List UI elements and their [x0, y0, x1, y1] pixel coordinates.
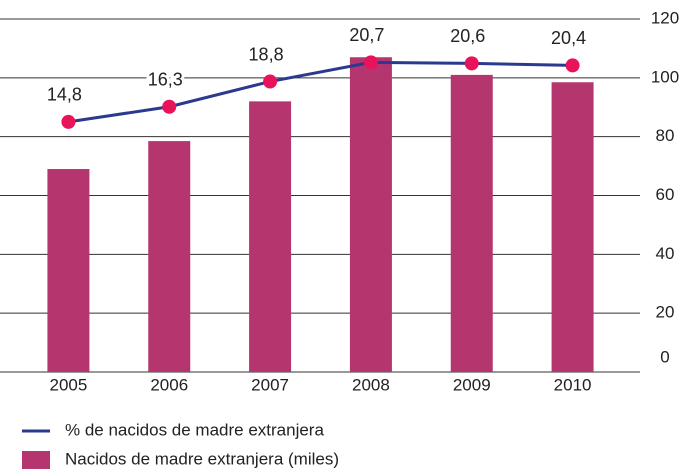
- y-tick-label: 0: [660, 347, 669, 366]
- x-tick-label: 2006: [150, 375, 188, 394]
- bar: [450, 74, 493, 373]
- value-label: 20,6: [450, 26, 485, 46]
- value-label: 14,8: [47, 85, 82, 105]
- point: [61, 114, 76, 129]
- y-tick-label: 100: [651, 67, 679, 86]
- bar: [551, 82, 594, 372]
- y-tick-label: 20: [656, 303, 675, 322]
- x-tick-label: 2007: [251, 375, 289, 394]
- y-tick-label: 40: [656, 244, 675, 263]
- x-tick-label: 2009: [453, 375, 491, 394]
- legend-swatch: [22, 451, 50, 469]
- point: [464, 56, 479, 71]
- x-tick-label: 2010: [554, 375, 592, 394]
- y-tick-label: 60: [656, 185, 675, 204]
- bar: [349, 57, 392, 372]
- x-tick-label: 2008: [352, 375, 390, 394]
- point: [162, 99, 177, 114]
- point: [565, 58, 580, 73]
- value-label: 20,4: [551, 28, 586, 48]
- value-label: 20,7: [349, 25, 384, 45]
- legend-label: % de nacidos de madre extranjera: [65, 420, 324, 439]
- y-tick-label: 120: [651, 8, 679, 27]
- legend-label: Nacidos de madre extranjera (miles): [65, 449, 339, 468]
- x-tick-label: 2005: [50, 375, 88, 394]
- value-label: 18,8: [249, 44, 284, 64]
- y-tick-label: 80: [656, 126, 675, 145]
- bar: [249, 101, 292, 372]
- bar: [47, 169, 90, 372]
- point: [263, 74, 278, 89]
- bar: [148, 141, 191, 372]
- point: [363, 55, 378, 70]
- value-label: 16,3: [148, 69, 183, 89]
- line: [68, 60, 573, 124]
